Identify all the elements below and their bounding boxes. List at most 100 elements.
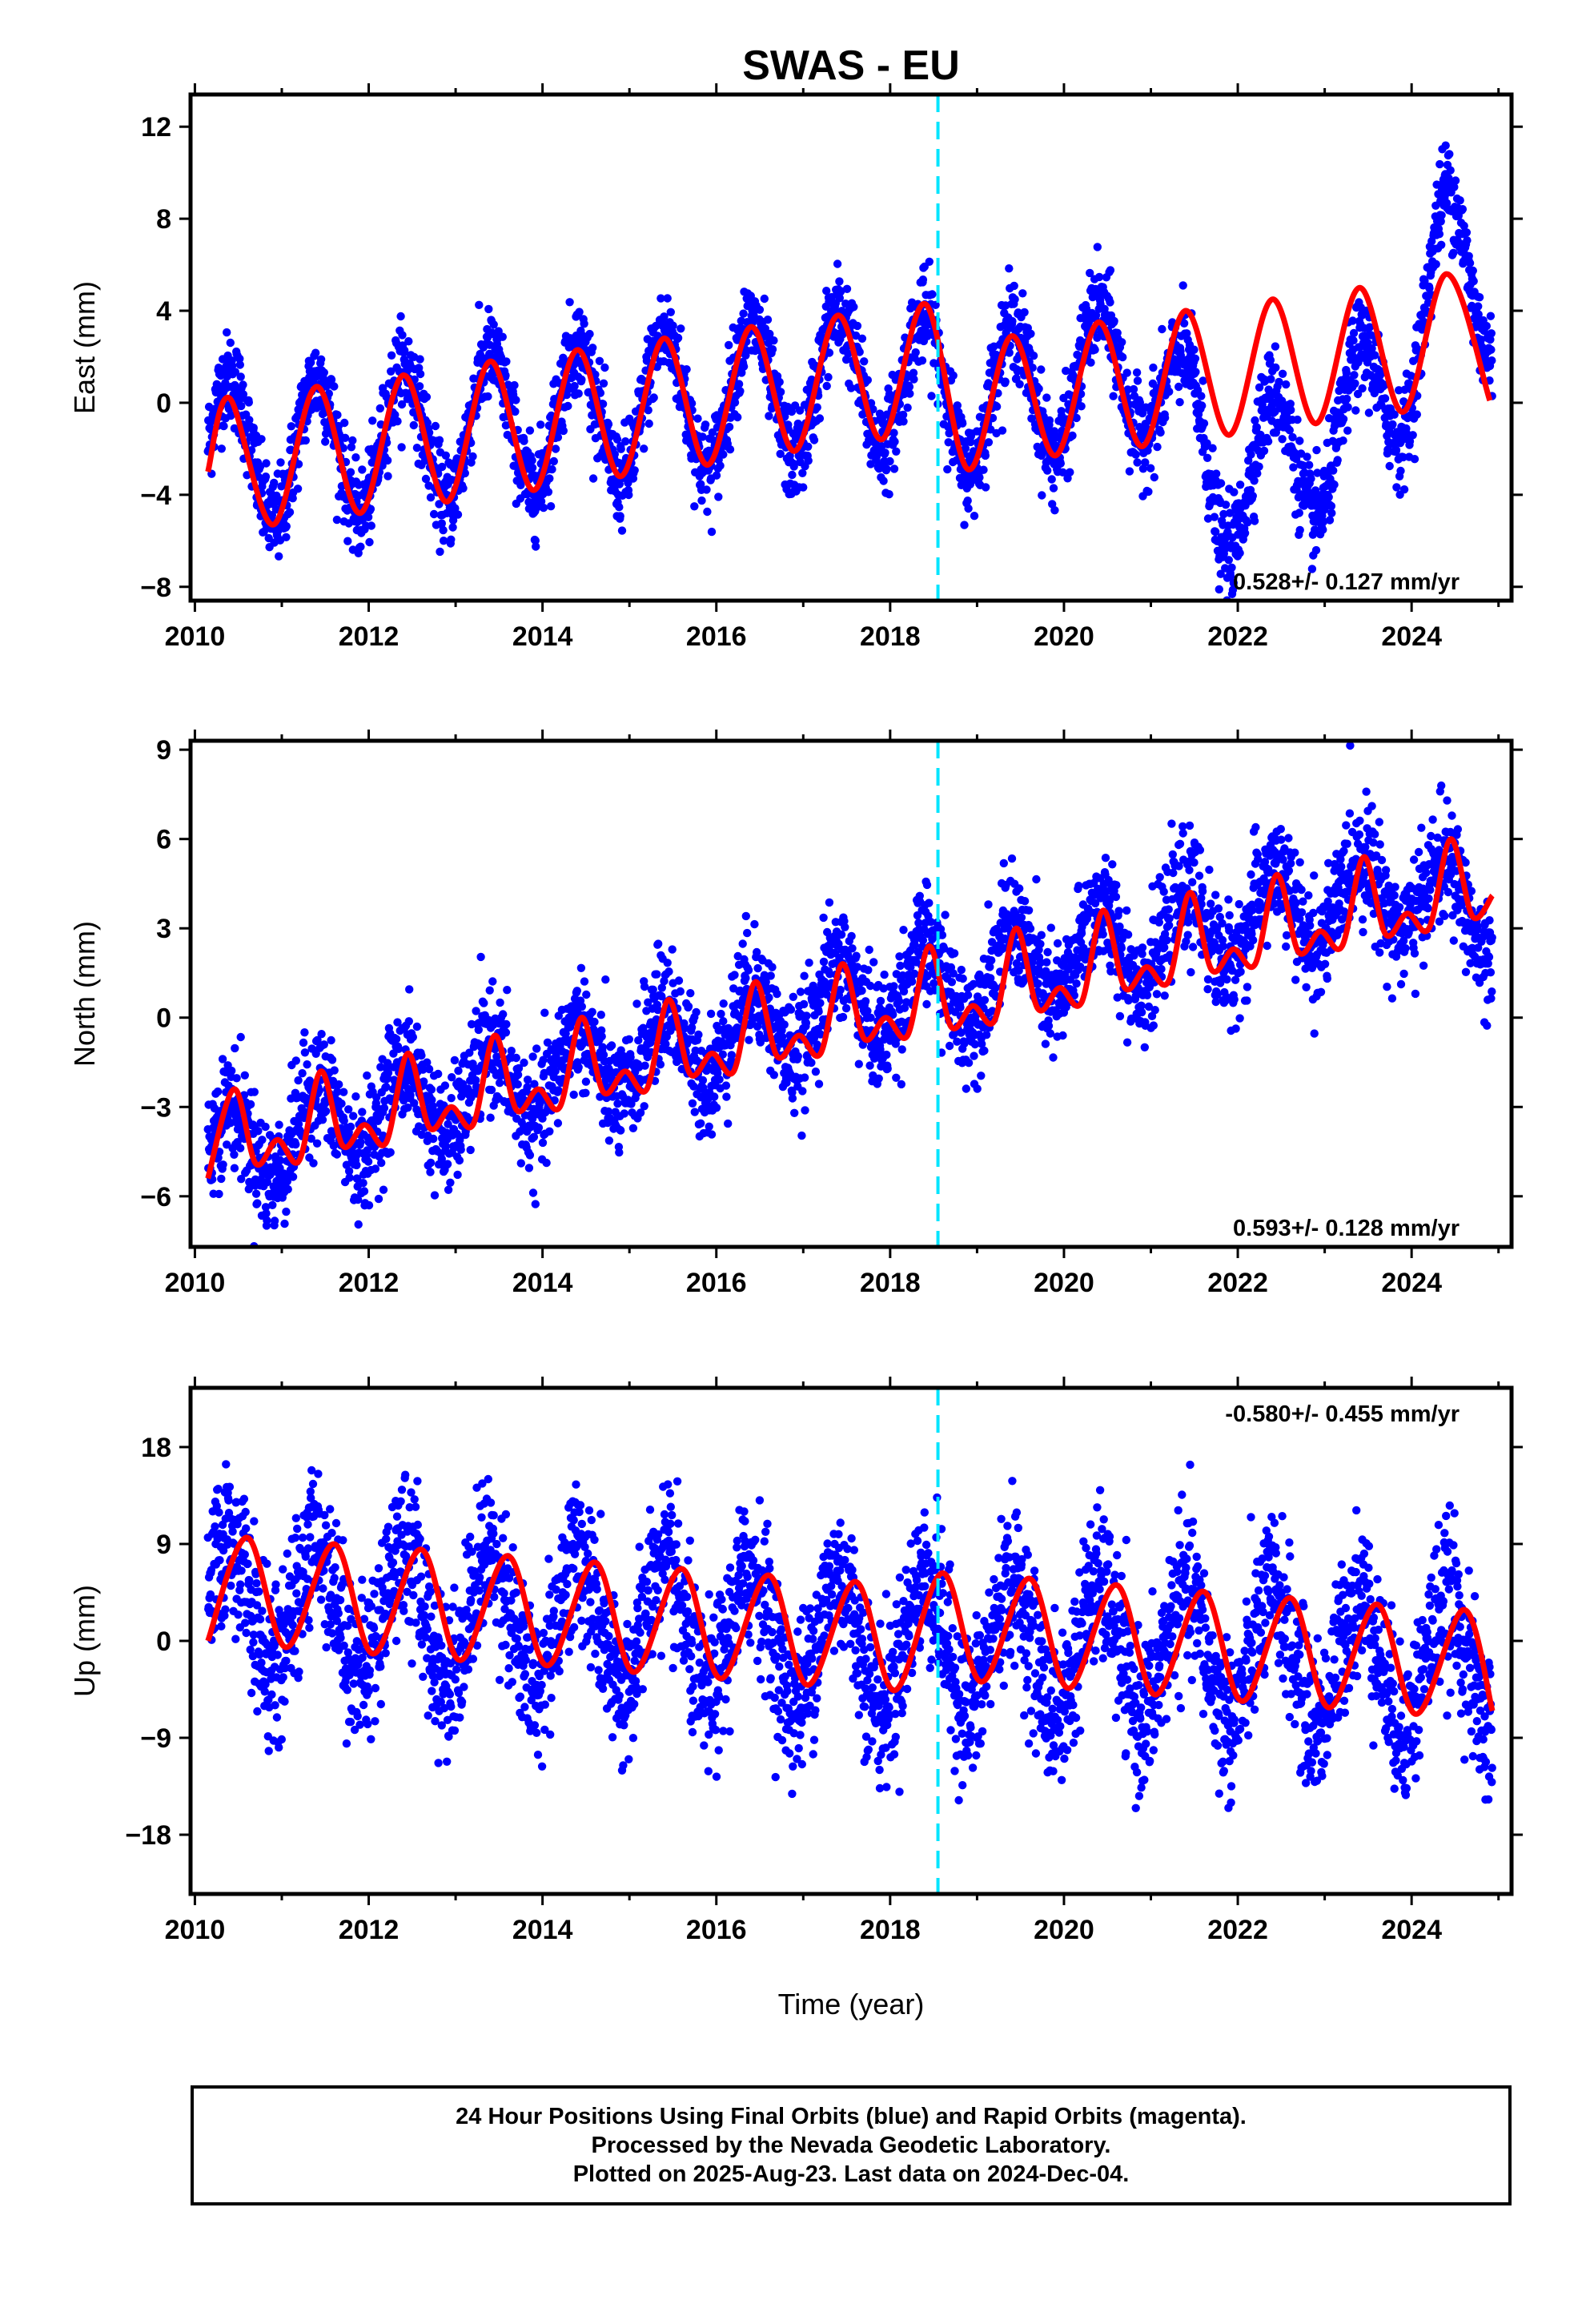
data-point	[963, 497, 972, 505]
data-point	[1252, 423, 1262, 432]
data-point	[495, 1079, 504, 1088]
data-point	[1476, 335, 1486, 344]
data-point	[435, 436, 444, 444]
data-point	[979, 465, 988, 474]
data-point	[860, 357, 869, 366]
data-point	[275, 1120, 283, 1129]
data-point	[339, 1088, 348, 1096]
data-point	[1390, 410, 1399, 419]
data-point	[319, 1040, 328, 1049]
data-point	[398, 331, 407, 340]
data-point	[705, 1122, 713, 1132]
panel-east: 2010 2012 2014 2016 2018 2020 2022 2024−8−40481…	[68, 83, 1523, 652]
data-point	[1086, 358, 1095, 367]
data-point	[1190, 345, 1199, 354]
data-point	[330, 382, 339, 391]
data-point	[539, 503, 548, 513]
data-point	[621, 437, 630, 446]
data-point	[601, 975, 610, 984]
data-point	[630, 466, 639, 475]
data-point	[261, 472, 271, 481]
data-point	[1090, 345, 1099, 354]
data-point	[668, 945, 677, 954]
data-point	[1451, 176, 1460, 185]
data-point	[412, 1022, 422, 1031]
data-point	[815, 414, 825, 423]
data-point	[1399, 452, 1407, 462]
data-point	[321, 437, 330, 446]
data-point	[1034, 384, 1043, 393]
data-point	[377, 1158, 386, 1168]
data-point	[459, 484, 468, 493]
data-point	[426, 1158, 436, 1168]
data-point	[1230, 488, 1239, 497]
data-point	[835, 277, 844, 286]
data-point	[1203, 439, 1211, 448]
data-point	[617, 526, 627, 535]
data-point	[239, 380, 247, 389]
data-point	[365, 537, 374, 547]
data-point	[682, 365, 691, 374]
data-point	[1295, 436, 1304, 445]
data-point	[347, 443, 356, 452]
data-point	[475, 300, 484, 309]
data-point	[226, 338, 235, 348]
data-point	[1286, 400, 1295, 408]
data-point	[218, 1055, 227, 1063]
data-point	[484, 392, 492, 401]
data-point	[363, 1071, 371, 1080]
data-point	[393, 1018, 402, 1027]
data-point	[1203, 514, 1213, 523]
data-point	[397, 443, 406, 452]
data-point	[656, 1060, 665, 1069]
data-point	[1271, 363, 1280, 372]
data-point	[1199, 376, 1207, 385]
data-point	[253, 1199, 262, 1208]
data-point	[215, 1189, 223, 1199]
data-point	[257, 435, 266, 444]
data-point	[776, 449, 785, 458]
data-point	[351, 1092, 360, 1101]
data-point	[1486, 335, 1495, 344]
data-point	[580, 977, 589, 986]
data-point	[1158, 324, 1166, 334]
data-point	[725, 422, 734, 432]
data-point	[1295, 525, 1304, 535]
data-point	[654, 939, 663, 948]
data-point	[710, 1092, 719, 1101]
data-point	[549, 456, 558, 466]
data-point	[219, 421, 228, 431]
data-point	[1068, 431, 1077, 440]
data-point	[1312, 445, 1321, 455]
data-point	[1215, 585, 1224, 594]
data-point	[359, 1187, 369, 1196]
data-point	[1144, 487, 1153, 497]
data-point	[440, 1081, 450, 1090]
data-point	[431, 421, 440, 431]
data-point	[352, 1160, 361, 1170]
data-point	[799, 483, 808, 492]
data-point	[927, 392, 936, 400]
data-point	[846, 384, 856, 392]
data-point	[525, 426, 535, 435]
data-point	[698, 432, 707, 441]
data-point	[1138, 464, 1148, 473]
data-point	[1380, 394, 1390, 403]
data-point	[1211, 527, 1220, 537]
data-point	[644, 419, 653, 428]
data-point	[231, 1043, 239, 1053]
data-point	[570, 381, 579, 391]
data-point	[387, 351, 396, 360]
data-point	[1464, 251, 1473, 260]
data-point	[1056, 459, 1066, 468]
data-point	[1278, 369, 1287, 378]
data-point	[545, 1127, 554, 1136]
data-point	[692, 1007, 701, 1017]
data-point	[235, 354, 244, 364]
data-point	[714, 493, 723, 501]
data-point	[520, 1058, 528, 1068]
data-point	[1435, 230, 1444, 239]
data-point	[546, 502, 556, 511]
data-point	[1449, 248, 1458, 257]
data-point	[1133, 376, 1142, 385]
